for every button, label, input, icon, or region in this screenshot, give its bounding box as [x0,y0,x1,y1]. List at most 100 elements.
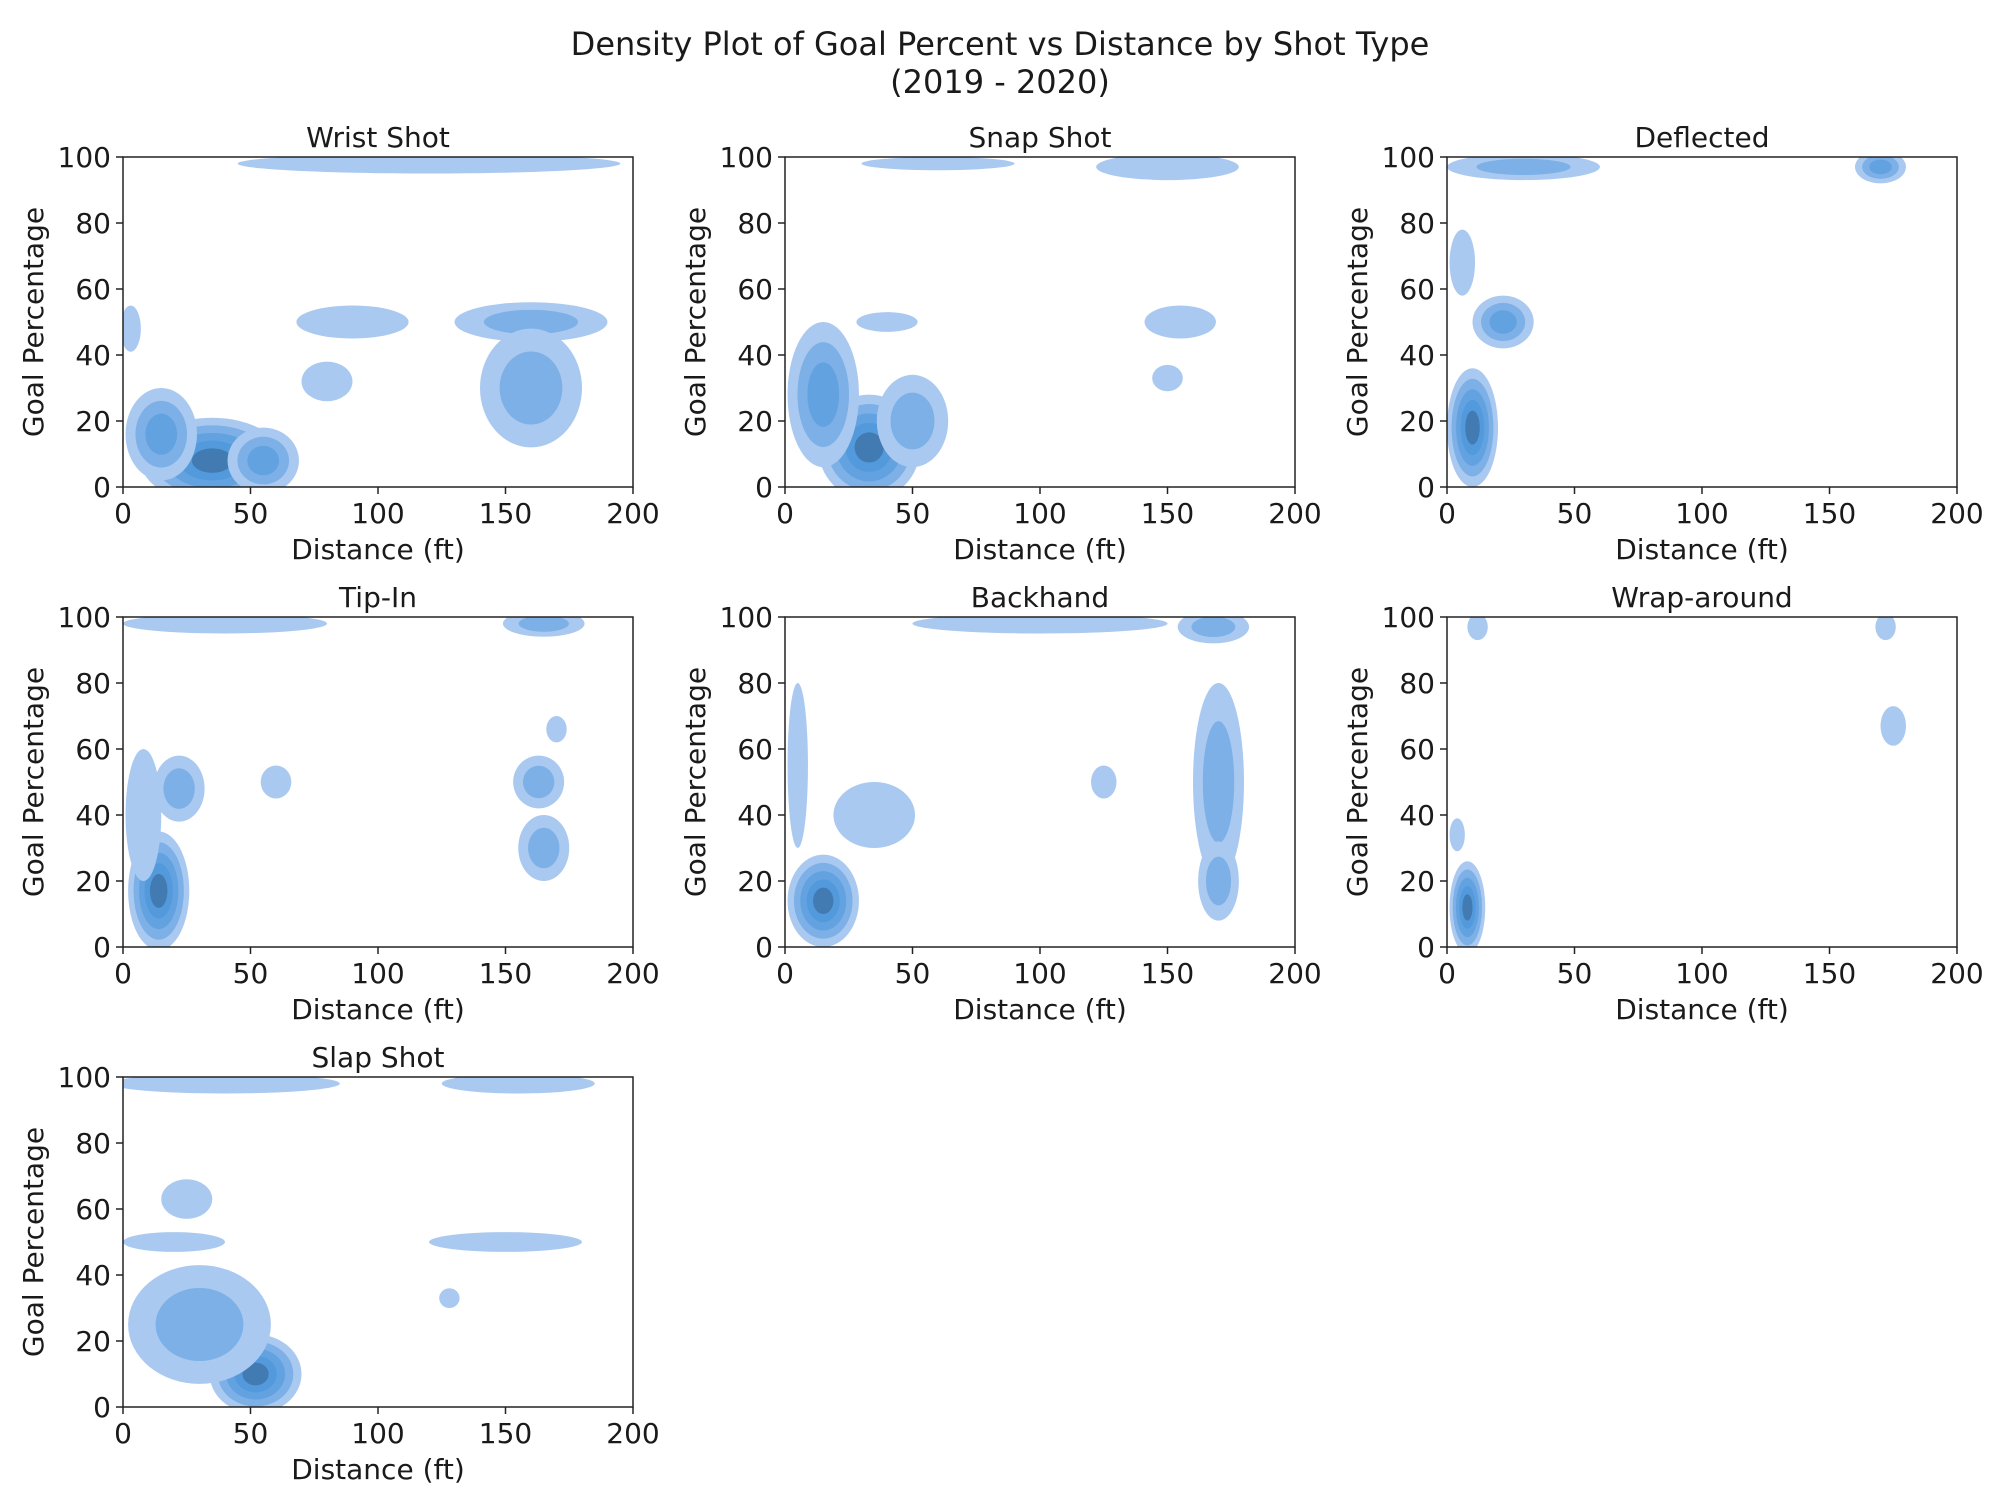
y-tick-label: 100 [1382,601,1435,634]
density-contour-2-0 [123,1232,225,1252]
density-contour-0-4 [149,873,168,908]
y-tick-label: 20 [1399,865,1435,898]
y-tick-label: 100 [720,141,773,174]
x-tick-label: 50 [233,497,269,530]
x-tick-label: 150 [479,1417,532,1450]
density-contour-0-3 [1460,400,1485,456]
x-tick-label: 150 [1141,957,1194,990]
panel-4: 0 50 100 150 200 0 20 40 60 80 100 Backhand Distance… [679,581,1322,1026]
density-contour-5-0 [439,1288,460,1308]
y-tick-label: 20 [75,405,111,438]
density-contour-1-1 [1481,302,1526,342]
x-tick-label: 50 [895,497,931,530]
y-tick-label: 0 [755,471,773,504]
density-contour-6-1 [499,351,563,425]
panel-title: Slap Shot [311,1041,444,1074]
density-contour-7-0 [861,157,1015,171]
density-contour-0-2 [1455,877,1479,938]
x-tick-label: 0 [776,957,794,990]
y-tick-label: 100 [58,601,111,634]
x-tick-label: 200 [1930,957,1983,990]
density-contour-0-4 [854,432,884,463]
x-axis-label: Distance (ft) [291,1453,465,1486]
density-layer [123,1077,595,1407]
x-tick-label: 0 [114,497,132,530]
x-tick-label: 150 [1803,957,1856,990]
density-contour-4-0 [1875,617,1896,641]
density-contour-1-0 [125,388,197,481]
density-contour-7-0 [441,1077,595,1094]
density-contour-1-0 [128,1265,271,1384]
y-tick-label: 0 [93,1391,111,1424]
panel-title: Wrap-around [1611,581,1792,614]
density-layer [1449,617,1906,947]
density-contour-0-3 [179,440,246,481]
density-contour-0-2 [1456,389,1489,466]
density-contour-5-1 [528,827,560,869]
panel-0: 0 50 100 150 200 0 20 40 60 80 100 Wrist Shot Distan… [17,121,660,566]
density-contour-2-0 [1880,706,1906,746]
y-tick-label: 40 [1399,799,1435,832]
density-contour-4-0 [513,755,565,809]
density-contour-0-3 [144,863,173,919]
y-tick-label: 40 [1399,339,1435,372]
panel-title: Snap Shot [969,121,1112,154]
y-tick-label: 80 [737,667,773,700]
y-axis-label: Goal Percentage [679,207,712,437]
density-layer [1447,157,1906,487]
density-contour-7-1 [1191,617,1236,638]
panel-title: Wrist Shot [306,121,450,154]
y-tick-label: 40 [75,799,111,832]
y-tick-label: 0 [93,471,111,504]
density-contour-1-2 [145,413,178,455]
x-tick-label: 200 [606,957,659,990]
figure-title: Density Plot of Goal Percent vs Distance… [571,25,1430,63]
y-tick-label: 100 [58,141,111,174]
y-tick-label: 40 [737,339,773,372]
y-tick-label: 80 [75,1127,111,1160]
y-tick-label: 80 [75,207,111,240]
density-contour-5-0 [1091,765,1117,799]
y-tick-label: 80 [737,207,773,240]
density-contour-0-1 [1451,378,1494,477]
panel-3: 0 50 100 150 200 0 20 40 60 80 100 Tip-In Distance (… [17,581,660,1026]
density-contour-4-0 [1855,157,1906,184]
y-tick-label: 40 [75,1259,111,1292]
density-contour-1-0 [787,322,859,468]
density-contour-1-1 [163,768,195,809]
x-tick-label: 0 [1438,957,1456,990]
density-contour-2-0 [833,782,916,848]
density-contour-0-0 [1449,861,1486,947]
y-tick-label: 100 [58,1061,111,1094]
x-tick-label: 200 [1268,497,1321,530]
density-contour-6-0 [546,716,567,743]
x-tick-label: 200 [606,1417,659,1450]
x-tick-label: 100 [1013,957,1066,990]
x-axis-label: Distance (ft) [1615,533,1789,566]
density-contour-2-0 [1449,229,1476,296]
density-contour-1-0 [153,755,205,822]
density-contour-4-0 [296,305,409,339]
panel-6: 0 50 100 150 200 0 20 40 60 80 100 Slap Shot Distanc… [17,1041,660,1486]
y-tick-label: 60 [737,733,773,766]
x-tick-label: 100 [351,1417,404,1450]
x-tick-label: 50 [1557,957,1593,990]
density-contour-5-0 [454,302,608,342]
density-contour-0-4 [813,887,834,914]
density-contour-1-2 [807,362,840,427]
density-contour-3-0 [161,1179,213,1219]
density-contour-0-4 [1465,410,1480,445]
y-tick-label: 80 [75,667,111,700]
x-tick-label: 0 [1438,497,1456,530]
density-contour-6-0 [123,1077,340,1094]
density-contour-0-0 [1447,368,1498,487]
density-contour-4-1 [1862,157,1899,179]
y-tick-label: 60 [75,1193,111,1226]
density-contour-1-0 [1472,295,1534,349]
density-contour-0-3 [806,879,840,923]
x-tick-label: 100 [351,497,404,530]
y-tick-label: 40 [737,799,773,832]
y-axis-label: Goal Percentage [1341,667,1374,897]
